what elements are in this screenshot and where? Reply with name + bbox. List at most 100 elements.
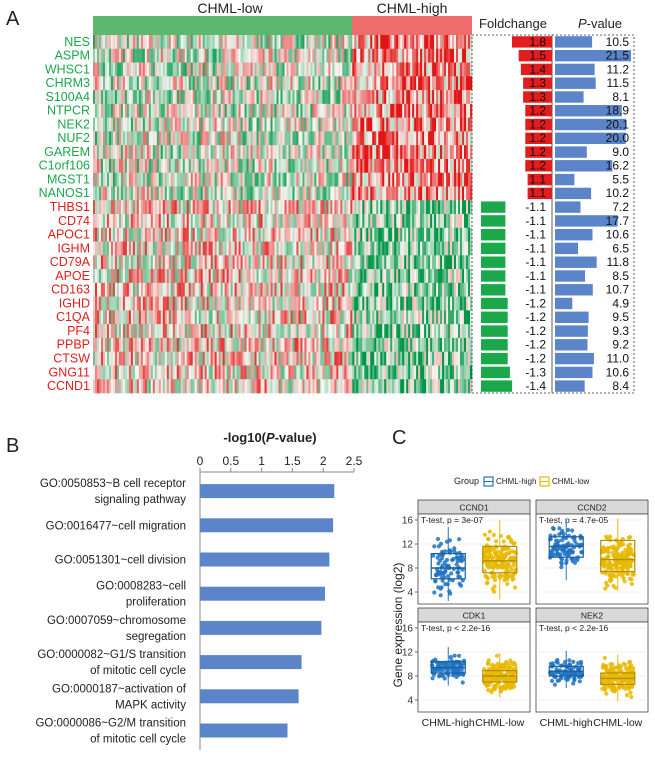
heatmap-cell <box>372 255 375 270</box>
heatmap-cell <box>366 158 369 173</box>
heatmap-cell <box>236 241 239 256</box>
heatmap-cell <box>164 172 168 187</box>
heatmap-cell <box>234 62 237 77</box>
heatmap-cell <box>440 131 443 146</box>
heatmap-cell <box>326 48 329 63</box>
heatmap-cell <box>152 269 156 284</box>
heatmap-cell <box>396 172 399 187</box>
heatmap-cell <box>190 351 194 366</box>
heatmap-cell <box>248 324 251 339</box>
heatmap-cell <box>352 145 355 160</box>
heatmap-cell <box>458 296 461 311</box>
heatmap-cell <box>286 269 289 284</box>
heatmap-cell <box>120 76 124 91</box>
heatmap-cell <box>180 296 184 311</box>
heatmap-cell <box>186 241 190 256</box>
heatmap-cell <box>184 241 188 256</box>
heatmap-cell <box>224 269 227 284</box>
heatmap-cell <box>268 117 271 132</box>
heatmap-cell <box>298 117 301 132</box>
heatmap-cell <box>316 62 319 77</box>
heatmap-cell <box>202 200 205 215</box>
heatmap-cell <box>336 145 339 160</box>
heatmap-cell <box>292 35 295 50</box>
heatmap-cell <box>308 324 311 339</box>
heatmap-cell <box>340 35 343 50</box>
heatmap-cell <box>256 131 259 146</box>
heatmap-cell <box>164 379 168 394</box>
heatmap-cell <box>456 158 459 173</box>
heatmap-cell <box>424 365 427 380</box>
heatmap-cell <box>306 227 309 242</box>
heatmap-cell <box>328 324 331 339</box>
heatmap-cell <box>198 365 202 380</box>
heatmap-cell <box>236 379 239 394</box>
heatmap-cell <box>468 35 471 50</box>
heatmap-cell <box>338 35 341 50</box>
heatmap-cell <box>106 48 110 63</box>
heatmap-cell <box>444 117 447 132</box>
heatmap-cell <box>440 282 443 297</box>
heatmap-cell <box>420 255 423 270</box>
heatmap-cell <box>420 103 423 118</box>
heatmap-cell <box>132 214 136 229</box>
heatmap-cell <box>114 214 118 229</box>
heatmap-cell <box>132 186 136 201</box>
heatmap-cell <box>344 365 347 380</box>
heatmap-cell <box>170 282 174 297</box>
heatmap-cell <box>462 158 465 173</box>
heatmap-cell <box>276 227 279 242</box>
heatmap-cell <box>124 117 128 132</box>
heatmap-cell <box>452 214 455 229</box>
heatmap-cell <box>220 351 223 366</box>
heatmap-cell <box>274 200 277 215</box>
heatmap-cell <box>230 186 233 201</box>
heatmap-cell <box>130 227 134 242</box>
heatmap-cell <box>438 255 441 270</box>
heatmap-cell <box>374 337 377 353</box>
gene-label: CD79A <box>50 255 91 269</box>
heatmap-cell <box>322 269 325 284</box>
heatmap-cell <box>392 255 395 270</box>
heatmap-cell <box>398 351 401 366</box>
heatmap-cell <box>440 35 443 50</box>
heatmap-cell <box>100 48 104 63</box>
heatmap-cell <box>222 186 225 201</box>
foldchange-value: 1.5 <box>529 49 546 63</box>
heatmap-cell <box>128 145 132 160</box>
heatmap-cell <box>218 62 221 77</box>
heatmap-cell <box>270 186 273 201</box>
heatmap-cell <box>328 351 331 366</box>
heatmap-cell <box>376 117 379 132</box>
heatmap-cell <box>96 200 100 215</box>
heatmap-cell <box>284 379 287 394</box>
heatmap-cell <box>434 48 437 63</box>
heatmap-cell <box>382 131 385 146</box>
heatmap-cell <box>438 35 441 50</box>
heatmap-cell <box>286 186 289 201</box>
heatmap-cell <box>302 227 305 242</box>
heatmap-cell <box>232 227 235 242</box>
heatmap-cell <box>254 255 257 270</box>
heatmap-cell <box>316 117 319 132</box>
heatmap-cell <box>236 296 239 311</box>
heatmap-cell <box>386 310 389 325</box>
heatmap-cell <box>220 131 223 146</box>
heatmap-cell <box>378 90 381 105</box>
heatmap-cell <box>114 365 118 380</box>
heatmap-cell <box>398 282 401 297</box>
heatmap-cell <box>396 35 399 50</box>
heatmap-cell <box>338 172 341 187</box>
heatmap-cell <box>460 227 463 242</box>
heatmap-cell <box>262 310 265 325</box>
heatmap-cell <box>402 62 405 77</box>
heatmap-cell <box>406 103 409 118</box>
heatmap-cell <box>396 379 399 394</box>
heatmap-cell <box>206 214 209 229</box>
heatmap-cell <box>106 227 110 242</box>
heatmap-cell <box>396 117 399 132</box>
heatmap-cell <box>158 337 162 353</box>
heatmap-cell <box>198 200 202 215</box>
heatmap-cell <box>410 145 413 160</box>
heatmap-cell <box>294 269 297 284</box>
